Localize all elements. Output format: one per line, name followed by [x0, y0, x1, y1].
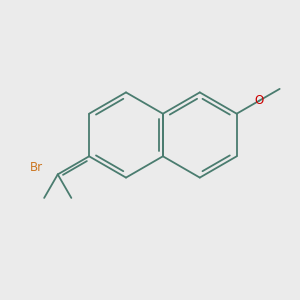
- Text: Br: Br: [30, 161, 43, 174]
- Text: O: O: [255, 94, 264, 107]
